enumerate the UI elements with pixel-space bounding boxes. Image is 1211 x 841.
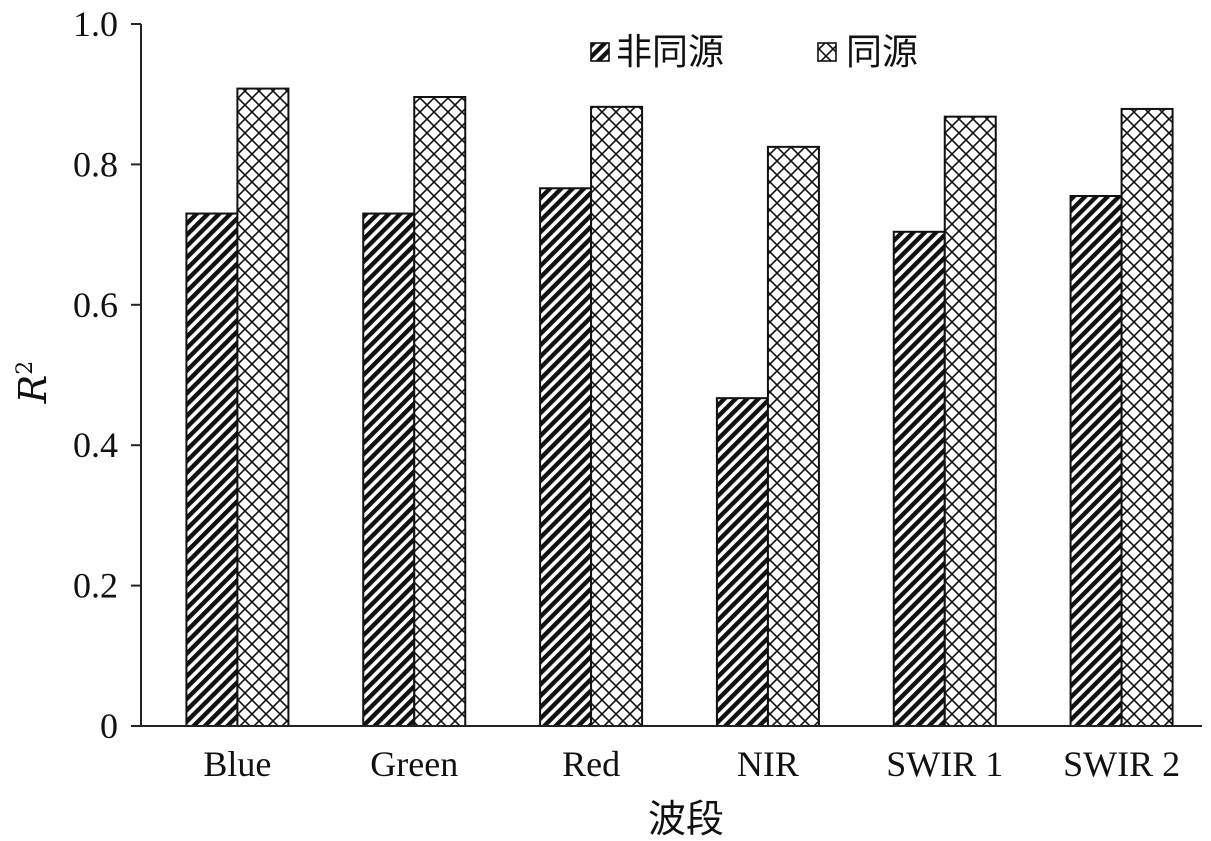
x-tick-label: SWIR 1	[886, 744, 1003, 784]
x-tick-label: Red	[562, 744, 620, 784]
bar-non-homologous-blue	[185, 212, 239, 728]
bar-homologous-green	[413, 96, 467, 728]
y-tick-label: 0.8	[73, 144, 118, 184]
bars-layer	[185, 87, 1174, 728]
bar-homologous-swir-2	[1120, 107, 1174, 727]
y-tick-label: 0	[100, 706, 118, 746]
bar-homologous-swir-1	[943, 115, 997, 727]
legend-swatch-diagonal	[590, 42, 610, 62]
legend-swatch-crosshatch	[817, 42, 837, 62]
x-tick-label: Green	[370, 744, 458, 784]
x-tick-labels: Blue Green Red NIR SWIR 1 SWIR 2	[203, 744, 1180, 784]
bar-homologous-blue	[236, 87, 290, 728]
x-tick-label: NIR	[737, 744, 799, 784]
legend-label: 同源	[846, 32, 918, 73]
x-tick-label: SWIR 2	[1063, 744, 1180, 784]
bar-non-homologous-swir-1	[892, 230, 946, 728]
y-ticks: 0 0.2 0.4 0.6 0.8 1.0	[73, 4, 141, 746]
bar-non-homologous-swir-2	[1069, 194, 1123, 728]
y-tick-label: 0.6	[73, 285, 118, 325]
bar-non-homologous-red	[539, 187, 593, 727]
y-tick-label: 1.0	[73, 4, 118, 44]
bar-non-homologous-green	[362, 212, 416, 728]
legend: 非同源 同源	[590, 32, 918, 73]
x-axis-title: 波段	[648, 797, 724, 841]
y-tick-label: 0.2	[73, 566, 118, 606]
bar-homologous-nir	[766, 145, 820, 728]
bar-non-homologous-nir	[715, 397, 769, 727]
bar-homologous-red	[590, 105, 644, 727]
y-axis-title: R2	[11, 361, 55, 405]
legend-label: 非同源	[616, 32, 724, 73]
x-tick-label: Blue	[203, 744, 271, 784]
y-tick-label: 0.4	[73, 425, 118, 465]
